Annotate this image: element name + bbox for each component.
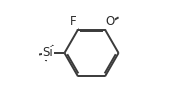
- Text: O: O: [105, 15, 114, 28]
- Text: F: F: [70, 15, 77, 28]
- Text: Si: Si: [43, 47, 53, 59]
